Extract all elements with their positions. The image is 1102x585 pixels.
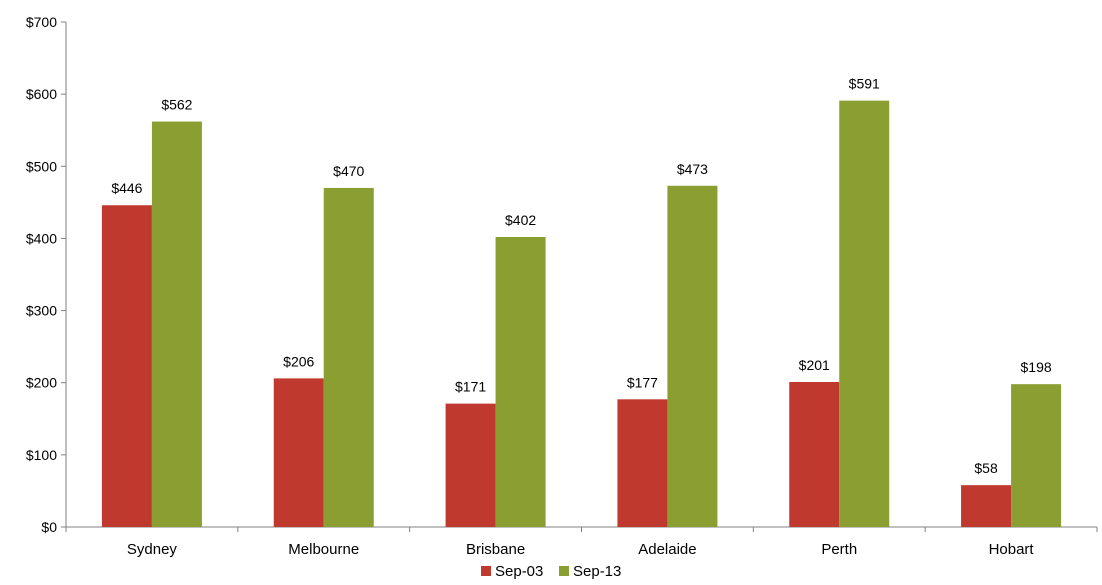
bar-sep-03-sydney	[101, 205, 152, 527]
bar-sep-03-brisbane	[445, 403, 496, 527]
bar-sep-03-adelaide	[617, 399, 668, 527]
bar-sep-13-perth	[839, 100, 890, 527]
bar-sep-03-hobart	[961, 485, 1012, 527]
x-category-label: Sydney	[127, 541, 178, 558]
legend-swatch	[481, 566, 491, 576]
data-label: $206	[283, 353, 314, 369]
data-label: $446	[111, 180, 142, 196]
bar-sep-13-hobart	[1011, 384, 1062, 527]
legend: Sep-03 Sep-13	[481, 563, 621, 580]
data-label: $177	[627, 374, 658, 390]
legend-label: Sep-03	[495, 563, 543, 580]
x-category-label: Brisbane	[466, 541, 525, 558]
y-tick-label: $300	[26, 303, 57, 319]
x-category-label: Perth	[821, 541, 857, 558]
data-label: $473	[677, 161, 708, 177]
y-tick-label: $400	[26, 230, 57, 246]
x-category-label: Adelaide	[638, 541, 696, 558]
bar-sep-13-brisbane	[495, 236, 546, 527]
bar-sep-03-melbourne	[273, 378, 324, 527]
data-label: $201	[799, 357, 830, 373]
x-category-label: Melbourne	[288, 541, 359, 558]
data-label: $198	[1021, 359, 1052, 375]
data-label: $402	[505, 212, 536, 228]
x-axis: Sydney Melbourne Brisbane Adelaide Perth Hoba…	[65, 526, 1098, 558]
y-tick-label: $0	[41, 519, 57, 535]
y-tick-label: $600	[26, 86, 57, 102]
y-tick-label: $100	[26, 447, 57, 463]
bar-sep-13-adelaide	[667, 185, 718, 527]
data-labels: $446 $562 $206 $470 $171 $402 $177 $473 $201 $591…	[111, 76, 1052, 477]
y-tick-label: $200	[26, 375, 57, 391]
y-tick-label: $500	[26, 158, 57, 174]
y-tick-label: $700	[26, 14, 57, 30]
data-label: $591	[849, 76, 880, 92]
data-label: $171	[455, 379, 486, 395]
data-label: $58	[974, 460, 998, 476]
legend-swatch	[559, 566, 569, 576]
x-category-label: Hobart	[989, 541, 1035, 558]
data-label: $470	[333, 163, 364, 179]
y-axis: $0 $100 $200 $300 $400 $500 $600 $700	[26, 14, 67, 535]
legend-label: Sep-13	[573, 563, 621, 580]
bars	[101, 100, 1062, 528]
bar-sep-03-perth	[789, 381, 840, 527]
bar-sep-13-sydney	[151, 121, 202, 528]
data-label: $562	[161, 97, 192, 113]
bar-sep-13-melbourne	[323, 187, 374, 527]
